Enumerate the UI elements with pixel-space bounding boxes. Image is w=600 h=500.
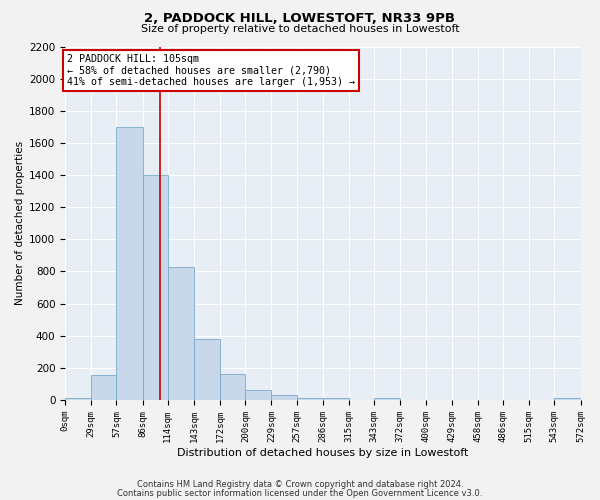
Text: Contains HM Land Registry data © Crown copyright and database right 2024.: Contains HM Land Registry data © Crown c… [137,480,463,489]
Bar [296,398,323,400]
Bar [91,375,116,400]
Bar [554,398,581,400]
Text: 2 PADDOCK HILL: 105sqm
← 58% of detached houses are smaller (2,790)
41% of semi-: 2 PADDOCK HILL: 105sqm ← 58% of detached… [67,54,355,87]
Bar [65,398,91,400]
Bar [245,390,271,400]
Bar [194,339,220,400]
Text: Size of property relative to detached houses in Lowestoft: Size of property relative to detached ho… [140,24,460,34]
Text: Contains public sector information licensed under the Open Government Licence v3: Contains public sector information licen… [118,488,482,498]
Bar [168,266,194,400]
Bar [116,127,143,400]
Bar [374,398,400,400]
Y-axis label: Number of detached properties: Number of detached properties [15,141,25,306]
Bar [323,398,349,400]
Bar [220,374,245,400]
Bar [143,175,168,400]
Bar [271,395,296,400]
Text: 2, PADDOCK HILL, LOWESTOFT, NR33 9PB: 2, PADDOCK HILL, LOWESTOFT, NR33 9PB [145,12,455,26]
X-axis label: Distribution of detached houses by size in Lowestoft: Distribution of detached houses by size … [177,448,469,458]
